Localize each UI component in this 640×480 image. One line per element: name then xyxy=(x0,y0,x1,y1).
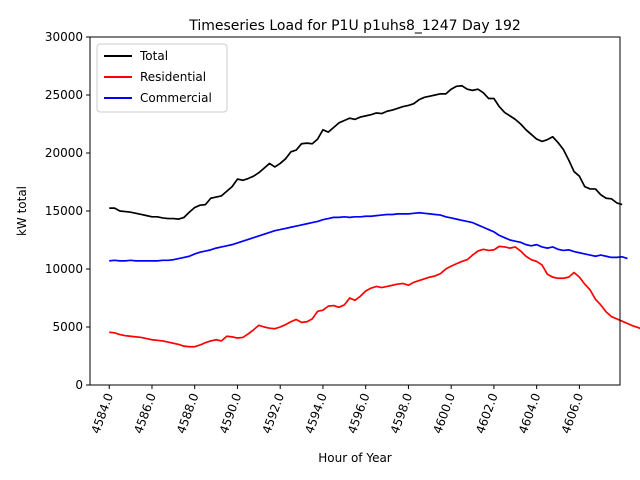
legend-box xyxy=(96,43,228,113)
x-axis-label: Hour of Year xyxy=(318,451,392,465)
y-tick-label: 25000 xyxy=(45,88,83,102)
y-tick-label: 30000 xyxy=(45,30,83,44)
y-axis-label: kW total xyxy=(15,186,29,236)
y-tick-label: 20000 xyxy=(45,146,83,160)
series-line-total xyxy=(109,84,623,220)
y-tick-label: 10000 xyxy=(45,262,83,276)
legend-label-total: Total xyxy=(139,49,168,63)
legend-label-commercial: Commercial xyxy=(140,91,212,105)
y-tick-label: 0 xyxy=(75,378,83,392)
legend-label-residential: Residential xyxy=(140,70,206,84)
y-tick-label: 15000 xyxy=(45,204,83,218)
series-layer xyxy=(109,84,640,348)
y-tick-label: 5000 xyxy=(52,320,83,334)
y-axis: 0 5000 10000 15000 20000 25000 30000 xyxy=(45,30,90,392)
series-line-commercial xyxy=(109,211,628,262)
series-line-residential xyxy=(109,245,640,348)
chart-title: Timeseries Load for P1U p1uhs8_1247 Day … xyxy=(188,18,521,34)
legend: Total Residential Commercial xyxy=(96,43,228,113)
